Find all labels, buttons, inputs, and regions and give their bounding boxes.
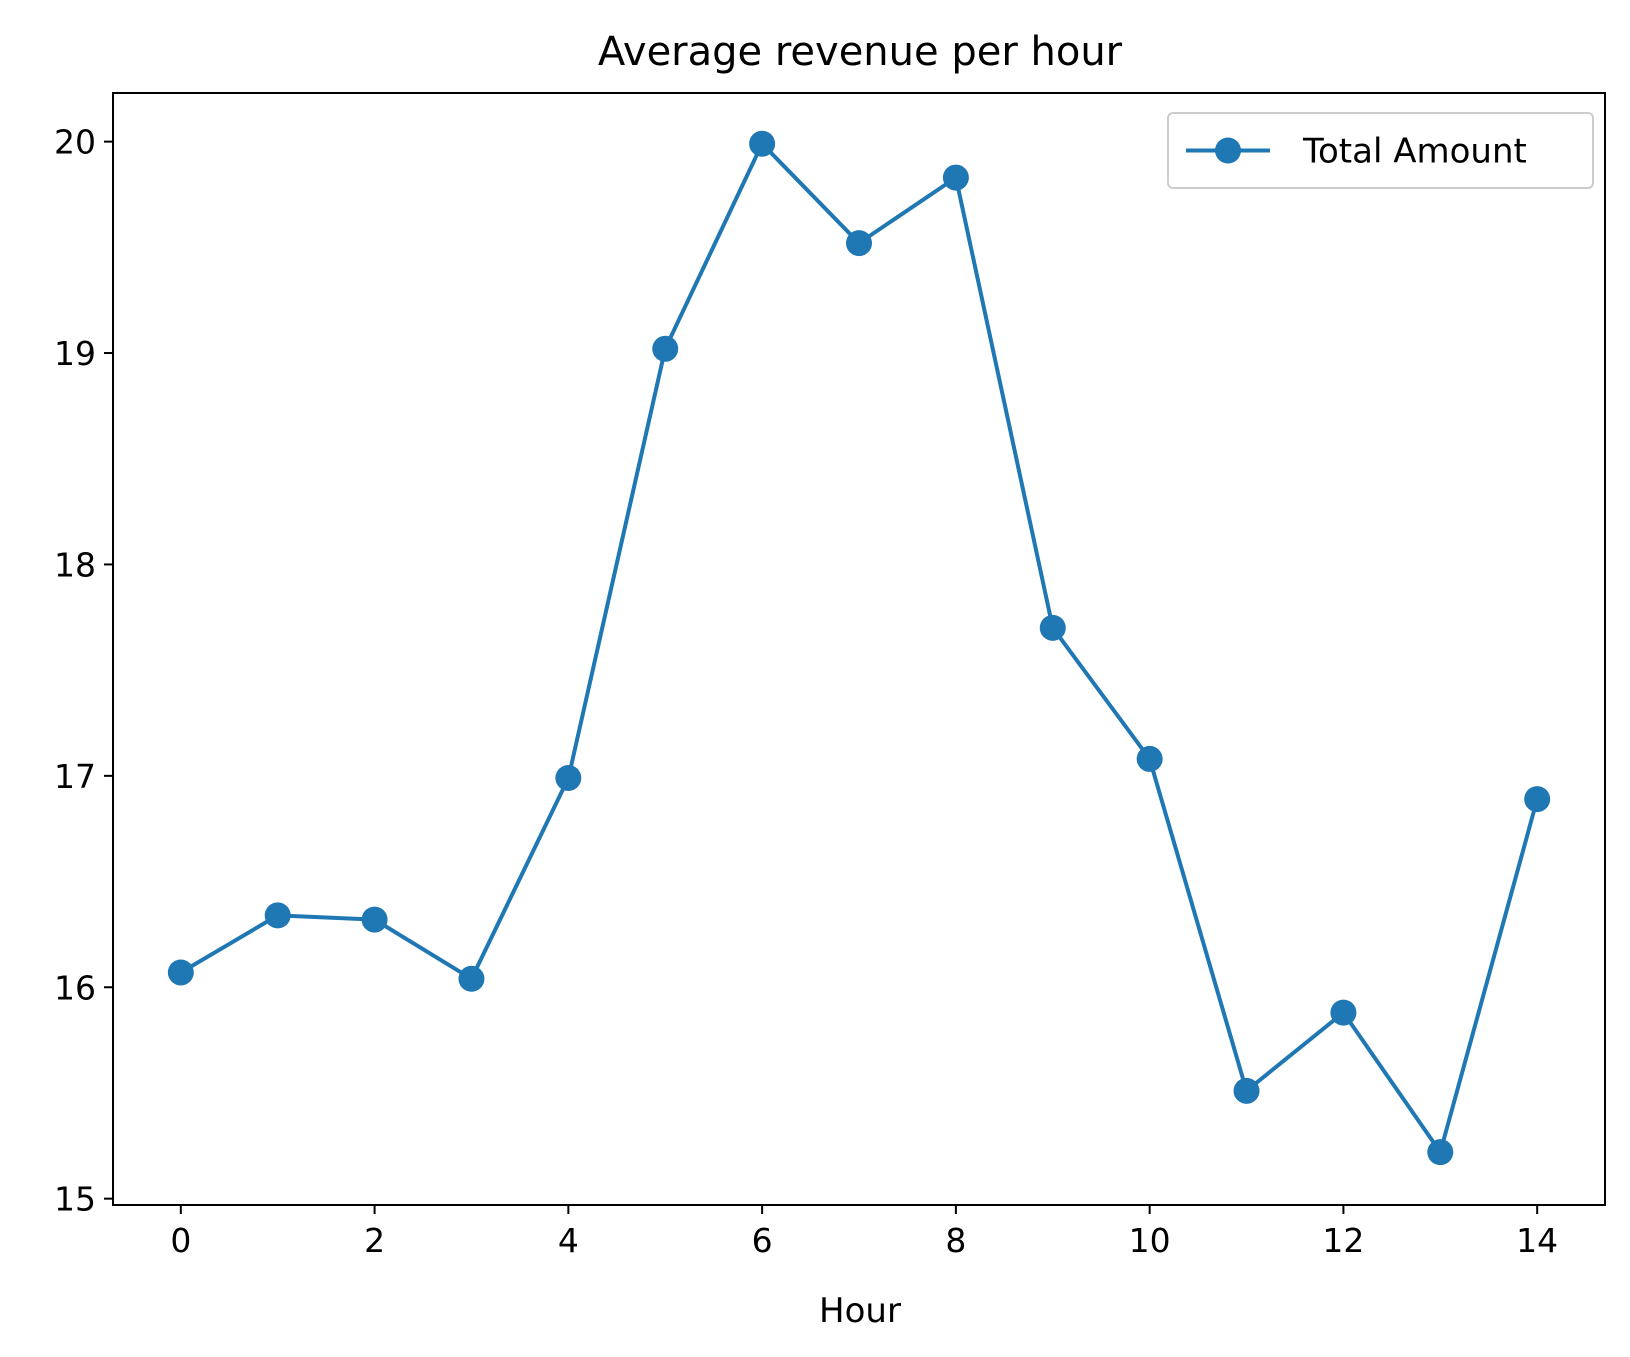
x-tick-label: 10 (1129, 1221, 1171, 1260)
data-point (458, 965, 485, 992)
x-tick-label: 0 (170, 1221, 191, 1260)
data-point (846, 230, 872, 257)
y-tick-label: 18 (54, 545, 96, 584)
x-tick-label: 2 (364, 1221, 385, 1260)
data-point (1427, 1139, 1454, 1166)
data-point (361, 906, 388, 933)
data-point (1524, 786, 1551, 813)
data-point (652, 335, 679, 362)
data-point (1330, 999, 1357, 1026)
data-point (555, 764, 582, 791)
y-tick-label: 19 (54, 334, 96, 373)
plot-area: 0 2 4 6 8 10 12 14 15 16 17 18 19 20 (54, 92, 1606, 1260)
legend-marker (1215, 137, 1241, 164)
y-tick-label: 20 (54, 123, 96, 162)
axes-frame (112, 92, 1606, 1206)
x-tick-label: 6 (752, 1221, 773, 1260)
y-tick-label: 15 (54, 1180, 96, 1219)
data-point (749, 130, 776, 157)
y-tick-label: 16 (54, 968, 96, 1007)
data-point (167, 959, 194, 986)
data-point (1136, 745, 1163, 772)
legend: Total Amount (1167, 112, 1594, 189)
chart-title: Average revenue per hour (598, 29, 1123, 75)
x-tick-label: 14 (1516, 1221, 1558, 1260)
x-tick-label: 12 (1322, 1221, 1364, 1260)
legend-label: Total Amount (1302, 132, 1527, 172)
x-tick-label: 8 (945, 1221, 966, 1260)
data-point (1233, 1077, 1260, 1104)
x-axis-label: Hour (819, 1291, 901, 1331)
data-point (264, 902, 291, 929)
data-point (942, 164, 969, 191)
y-tick-label: 17 (54, 757, 96, 796)
data-point (1039, 614, 1066, 641)
legend-box (1167, 112, 1594, 189)
x-tick-label: 4 (558, 1221, 579, 1260)
